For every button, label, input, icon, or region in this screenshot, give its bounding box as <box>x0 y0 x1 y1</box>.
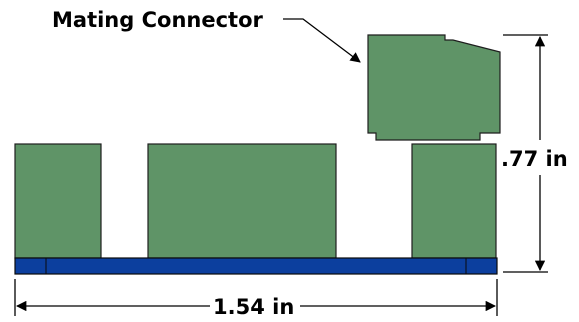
height-dimension-label: .77 in <box>501 147 568 171</box>
callout-leader <box>283 18 361 63</box>
left-component <box>14 143 102 259</box>
callout-label: Mating Connector <box>52 8 263 32</box>
right-connector-base <box>411 143 497 259</box>
mating-connector <box>367 34 501 141</box>
middle-component <box>147 143 337 259</box>
width-dimension-label: 1.54 in <box>213 295 294 319</box>
circuit-board <box>14 257 498 275</box>
